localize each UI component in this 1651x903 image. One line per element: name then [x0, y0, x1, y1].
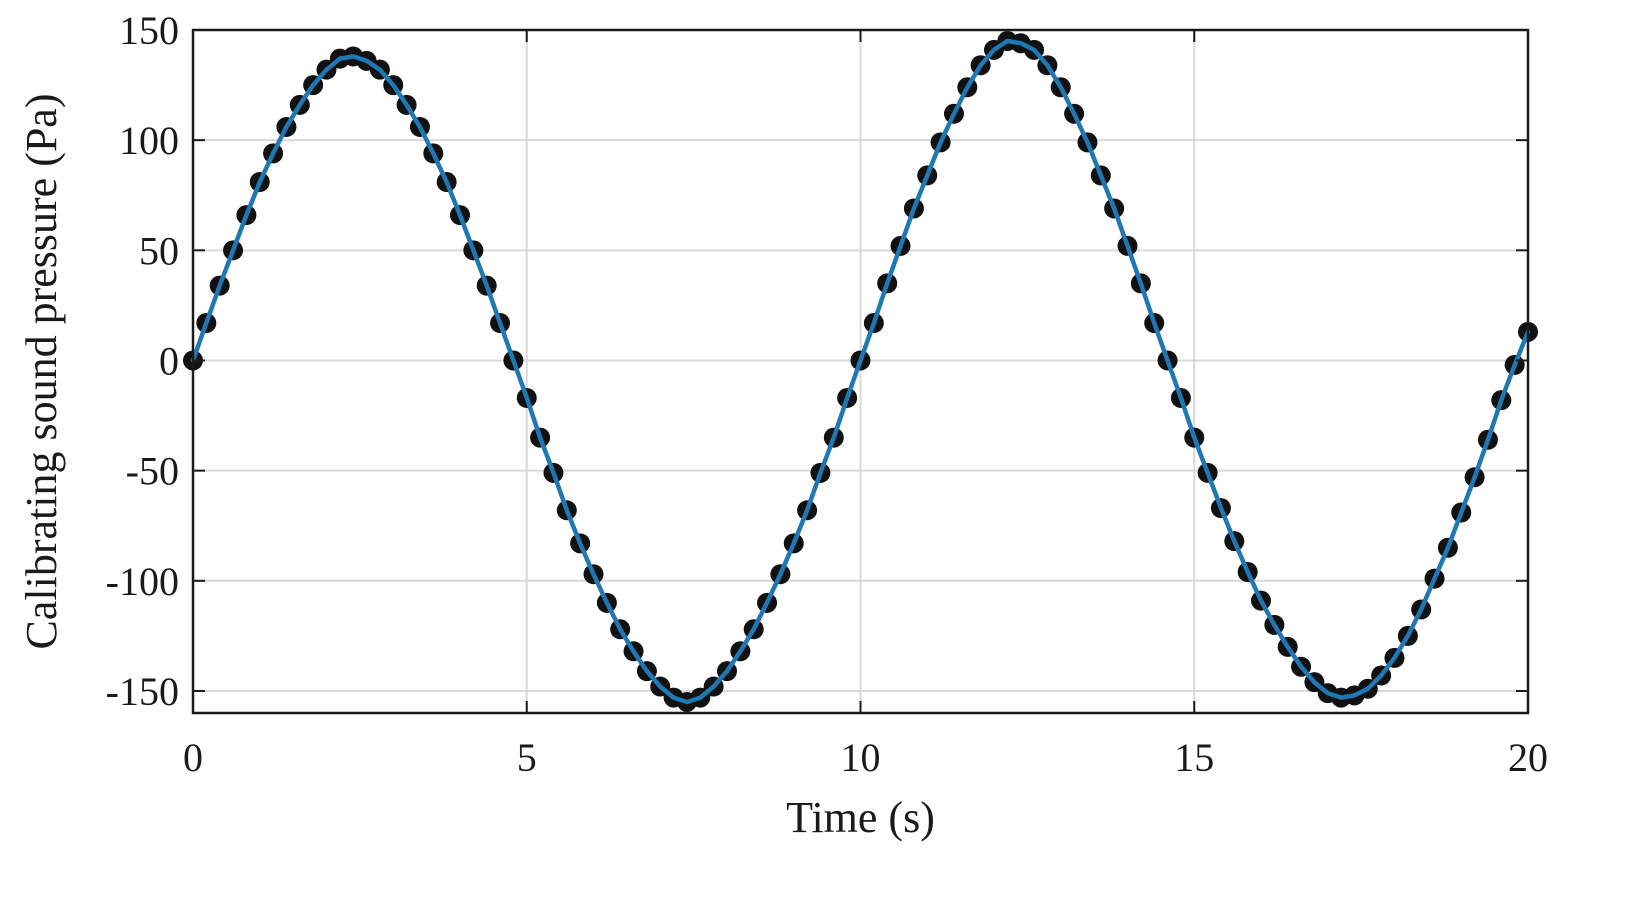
y-tick-label: 0 [159, 338, 179, 383]
y-tick-label: -150 [106, 669, 179, 714]
y-tick-labels: 150 100 50 0 -50 -100 -150 [106, 8, 179, 714]
x-axis-title: Time (s) [786, 793, 935, 842]
y-axis-title: Calibrating sound pressure (Pa) [17, 94, 66, 650]
x-tick-label: 20 [1508, 735, 1548, 780]
y-tick-label: -50 [126, 449, 179, 494]
y-tick-label: 150 [119, 8, 179, 53]
tick-marks [192, 29, 1529, 713]
fit-line [190, 38, 1531, 705]
x-tick-label: 0 [183, 735, 203, 780]
y-tick-label: 50 [139, 228, 179, 273]
x-tick-label: 10 [841, 735, 881, 780]
y-tick-label: 100 [119, 118, 179, 163]
y-tick-label: -100 [106, 559, 179, 604]
x-tick-label: 15 [1174, 735, 1214, 780]
x-tick-labels: 0 5 10 15 20 [183, 735, 1548, 780]
x-tick-label: 5 [517, 735, 537, 780]
